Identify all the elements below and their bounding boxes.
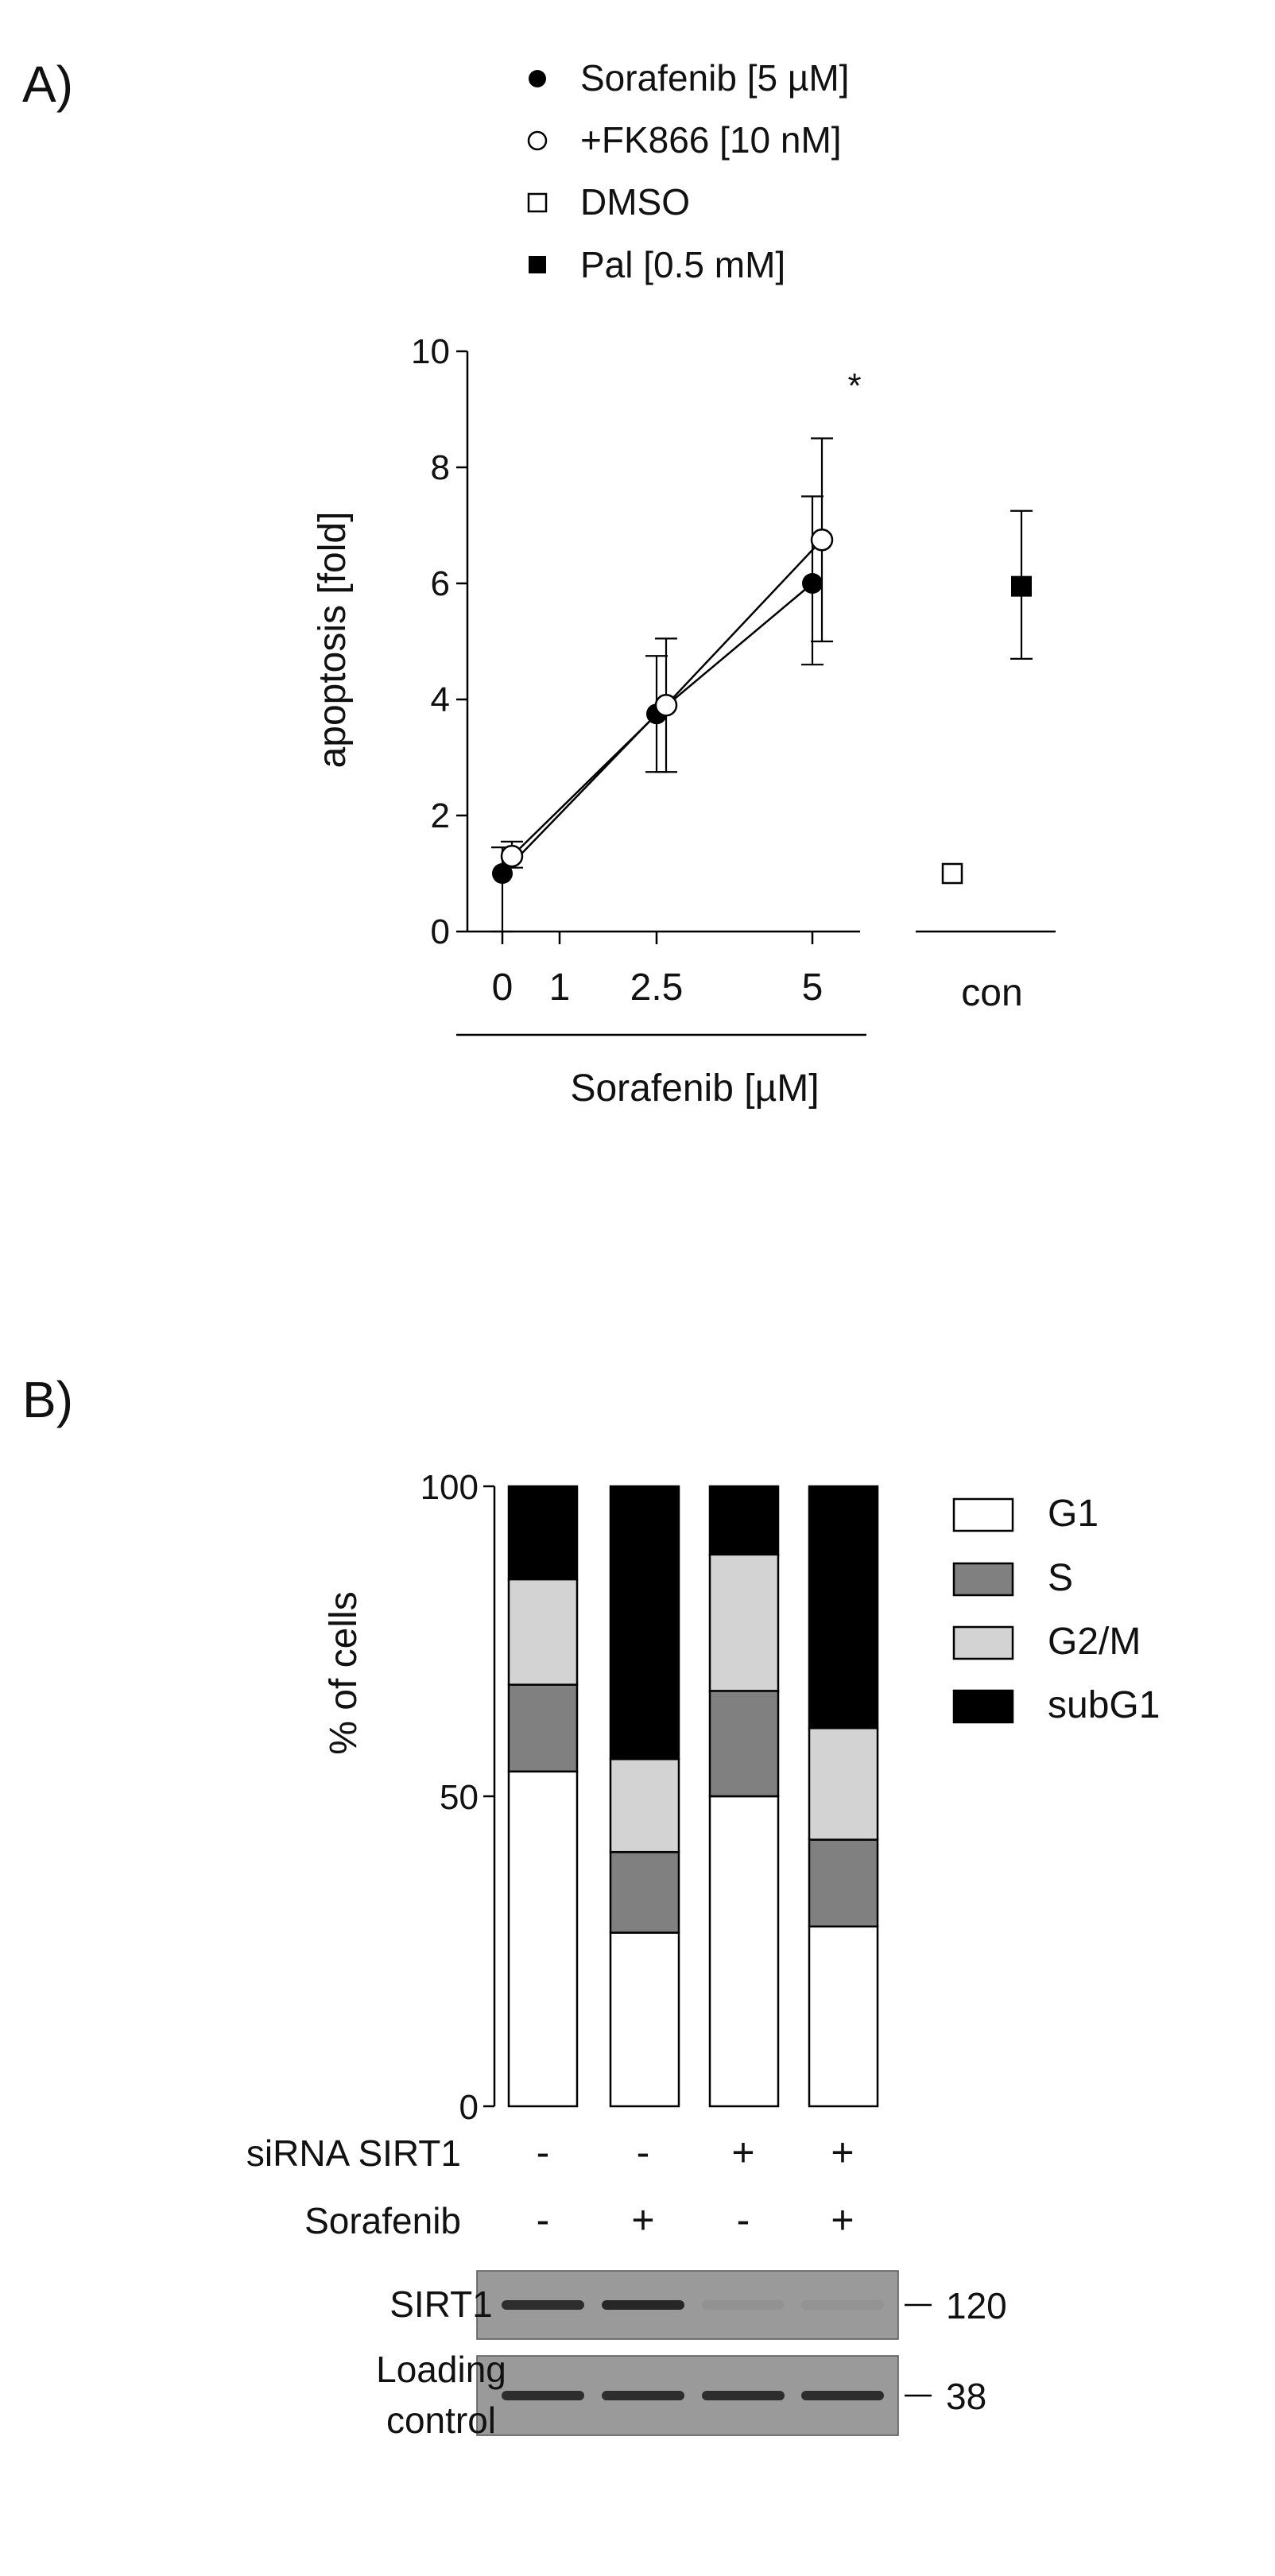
y-tick-label: 6 xyxy=(431,564,450,603)
cell-cycle-bars xyxy=(507,1485,879,2108)
condition-value: - xyxy=(537,2130,550,2175)
data-point-fk866 xyxy=(500,844,524,868)
cell-cycle-legend: G1 S G2/M subG1 xyxy=(952,1493,1160,1726)
condition-value: - xyxy=(637,2130,650,2175)
y-axis-label-apoptosis: apoptosis [fold] xyxy=(312,512,354,769)
bar-segment-g1 xyxy=(507,1770,579,2108)
bar-segment-g2m xyxy=(808,1726,879,1841)
molecular-weight-marker: 120 xyxy=(946,2285,1007,2326)
blot-band xyxy=(602,2300,684,2310)
legend-label-subg1: subG1 xyxy=(1048,1684,1160,1726)
y-tick-label: 0 xyxy=(459,2088,479,2127)
data-point-dmso xyxy=(941,862,963,885)
x-tick-label: 1 xyxy=(549,966,571,1009)
bar-segment-g2m xyxy=(609,1757,680,1854)
y-tick-label: 4 xyxy=(431,680,450,719)
blot-band xyxy=(801,2300,884,2310)
legend-label-fk866: +FK866 [10 nM] xyxy=(580,119,842,161)
blot-band xyxy=(702,2300,785,2310)
cell-cycle-axes xyxy=(483,1485,496,2108)
condition-value: + xyxy=(631,2198,654,2242)
apoptosis-y-tick-labels: 0 2 4 6 8 10 xyxy=(411,332,450,951)
legend-swatch-s xyxy=(952,1562,1014,1597)
significance-marker: * xyxy=(847,366,861,405)
legend-label-pal: Pal [0.5 mM] xyxy=(580,244,785,285)
y-axis-label-percent-cells: % of cells xyxy=(323,1591,365,1754)
x-tick-label: 0 xyxy=(492,966,513,1009)
condition-value: - xyxy=(537,2198,550,2242)
panel-a-label: A) xyxy=(22,56,73,113)
legend-marker-sorafenib xyxy=(529,70,546,87)
bar-segment-g1 xyxy=(708,1795,780,2108)
legend-marker-dmso xyxy=(527,192,548,213)
blot-label: Loading xyxy=(376,2349,506,2390)
condition-value: + xyxy=(831,2130,854,2175)
blot-label: SIRT1 xyxy=(389,2284,493,2325)
bar-segment-g2m xyxy=(708,1553,780,1692)
blot-band xyxy=(502,2300,584,2310)
condition-value: + xyxy=(831,2198,854,2242)
y-tick-label: 10 xyxy=(411,332,450,371)
sorafenib-bracket-label: Sorafenib [µM] xyxy=(570,1067,819,1110)
data-point-sorafenib xyxy=(802,573,823,594)
condition-table: siRNA SIRT1 - - + + Sorafenib - + - + xyxy=(246,2130,855,2242)
data-point-fk866 xyxy=(810,529,834,552)
legend-marker-fk866 xyxy=(527,130,548,151)
western-blot: SIRT1 120 Loading control 38 xyxy=(376,2270,1007,2441)
legend-label-g1: G1 xyxy=(1048,1493,1099,1535)
legend-label-sorafenib: Sorafenib [5 µM] xyxy=(580,57,849,99)
legend-label-s: S xyxy=(1048,1557,1073,1599)
legend-label-dmso: DMSO xyxy=(580,181,690,223)
apoptosis-data-marks xyxy=(491,437,1033,933)
bar-segment-g2m xyxy=(507,1578,579,1686)
y-tick-label: 0 xyxy=(431,912,450,951)
y-tick-label: 50 xyxy=(440,1778,479,1817)
data-point-pal xyxy=(1011,575,1032,597)
blot-band xyxy=(702,2391,785,2400)
legend-swatch-subg1 xyxy=(952,1689,1014,1724)
legend-swatch-g2m xyxy=(952,1625,1014,1660)
y-tick-label: 8 xyxy=(431,448,450,487)
panel-a-legend: Sorafenib [5 µM] +FK866 [10 nM] DMSO Pal… xyxy=(527,57,849,285)
legend-swatch-g1 xyxy=(952,1497,1014,1532)
cell-cycle-chart: 0 50 100 % of cells G1 S G2/M subG1 xyxy=(323,1468,1160,2127)
blot-band xyxy=(502,2391,584,2400)
blot-band xyxy=(602,2391,684,2400)
bar-segment-g1 xyxy=(609,1931,680,2108)
legend-label-g2m: G2/M xyxy=(1048,1621,1141,1663)
y-tick-label: 2 xyxy=(431,796,450,835)
apoptosis-axes xyxy=(456,350,1056,944)
panel-b-label: B) xyxy=(22,1371,73,1428)
bar-segment-subg1 xyxy=(609,1485,680,1761)
bar-segment-subg1 xyxy=(708,1485,780,1556)
data-point-sorafenib xyxy=(492,863,513,884)
blot-label: control xyxy=(386,2400,496,2441)
legend-marker-pal xyxy=(529,256,546,273)
x-tick-label: 2.5 xyxy=(630,966,684,1009)
y-tick-label: 100 xyxy=(420,1468,479,1507)
apoptosis-x-tick-labels: 0 1 2.5 5 xyxy=(492,966,824,1009)
molecular-weight-marker: 38 xyxy=(946,2376,986,2417)
blot-band xyxy=(801,2391,884,2400)
data-point-fk866 xyxy=(654,694,678,717)
cell-cycle-y-tick-labels: 0 50 100 xyxy=(420,1468,479,2127)
condition-value: - xyxy=(737,2198,750,2242)
x-tick-label-con: con xyxy=(961,972,1022,1014)
bar-segment-subg1 xyxy=(507,1485,579,1581)
bar-segment-g1 xyxy=(808,1925,879,2108)
condition-label: Sorafenib xyxy=(304,2200,461,2241)
bar-segment-s xyxy=(507,1683,579,1773)
condition-label: siRNA SIRT1 xyxy=(246,2132,461,2174)
x-tick-label: 5 xyxy=(802,966,824,1009)
bar-segment-s xyxy=(609,1850,680,1934)
bar-segment-s xyxy=(808,1838,879,1928)
bar-segment-subg1 xyxy=(808,1485,879,1730)
bar-segment-s xyxy=(708,1690,780,1798)
condition-value: + xyxy=(731,2130,754,2175)
